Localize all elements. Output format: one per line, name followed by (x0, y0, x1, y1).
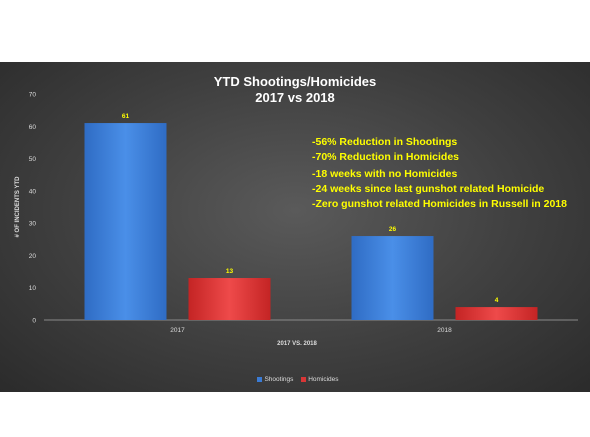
data-label-homicides-2017: 13 (226, 268, 234, 275)
y-tick-label: 70 (29, 92, 37, 99)
y-tick-label: 10 (29, 285, 37, 292)
x-tick-label: 2018 (437, 327, 452, 334)
chart-slide: YTD Shootings/Homicides 2017 vs 2018 0 10… (0, 62, 590, 392)
bar-shootings-2018 (351, 236, 434, 320)
data-label-shootings-2017: 61 (122, 113, 130, 120)
annotation-shootings-reduction: -56% Reduction in Shootings (312, 136, 458, 148)
annotation-zero-russell: -Zero gunshot related Homicides in Russe… (312, 198, 567, 210)
y-tick-label: 20 (29, 253, 37, 260)
bar-shootings-2017 (84, 123, 167, 320)
x-axis-label: 2017 VS. 2018 (277, 341, 317, 347)
chart-subtitle: 2017 vs 2018 (255, 90, 335, 105)
y-tick-label: 60 (29, 124, 37, 131)
bar-homicides-2018 (455, 307, 538, 320)
legend-label-homicides: Homicides (308, 376, 339, 383)
annotation-weeks-since-homicide: -24 weeks since last gunshot related Hom… (312, 183, 545, 195)
y-axis-label: # OF INCIDENTS YTD (15, 176, 21, 238)
chart-title: YTD Shootings/Homicides (213, 74, 377, 89)
bar-homicides-2017 (188, 278, 271, 320)
legend-label-shootings: Shootings (264, 376, 294, 383)
legend-swatch-homicides (301, 376, 307, 382)
data-label-shootings-2018: 26 (389, 226, 397, 233)
annotation-homicides-reduction: -70% Reduction in Homicides (312, 151, 460, 163)
y-tick-label: 40 (29, 188, 37, 195)
y-tick-label: 50 (29, 156, 37, 163)
chart-legend: Shootings Homicides (0, 376, 590, 383)
y-tick-label: 30 (29, 221, 37, 228)
legend-swatch-shootings (257, 376, 263, 382)
x-tick-label: 2017 (170, 327, 185, 334)
bar-chart: 0 10 20 30 40 50 60 70 # OF INCIDENTS YTD 61 13 201… (15, 92, 578, 347)
data-label-homicides-2018: 4 (495, 297, 499, 304)
y-tick-label: 0 (32, 318, 36, 325)
annotation-weeks-no-homicides: -18 weeks with no Homicides (312, 168, 458, 180)
